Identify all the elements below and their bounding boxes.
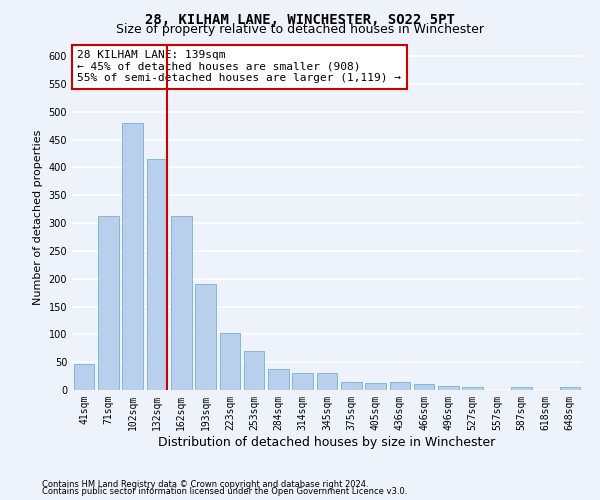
Text: 28 KILHAM LANE: 139sqm
← 45% of detached houses are smaller (908)
55% of semi-de: 28 KILHAM LANE: 139sqm ← 45% of detached… (77, 50, 401, 84)
Text: 28, KILHAM LANE, WINCHESTER, SO22 5PT: 28, KILHAM LANE, WINCHESTER, SO22 5PT (145, 12, 455, 26)
Bar (389, 382, 410, 390)
Bar (146, 159, 167, 390)
Bar (560, 387, 580, 390)
Bar (244, 351, 265, 390)
Bar (292, 374, 313, 390)
Bar (511, 387, 532, 390)
Bar (171, 216, 191, 390)
Text: Contains HM Land Registry data © Crown copyright and database right 2024.: Contains HM Land Registry data © Crown c… (42, 480, 368, 489)
Text: Size of property relative to detached houses in Winchester: Size of property relative to detached ho… (116, 22, 484, 36)
Bar (365, 383, 386, 390)
Bar (98, 216, 119, 390)
Bar (220, 332, 240, 390)
Bar (438, 386, 459, 390)
Text: Contains public sector information licensed under the Open Government Licence v3: Contains public sector information licen… (42, 487, 407, 496)
Bar (195, 284, 216, 390)
Bar (463, 387, 483, 390)
Bar (414, 384, 434, 390)
Bar (341, 382, 362, 390)
Y-axis label: Number of detached properties: Number of detached properties (33, 130, 43, 305)
Bar (317, 374, 337, 390)
X-axis label: Distribution of detached houses by size in Winchester: Distribution of detached houses by size … (158, 436, 496, 448)
Bar (74, 364, 94, 390)
Bar (122, 123, 143, 390)
Bar (268, 369, 289, 390)
